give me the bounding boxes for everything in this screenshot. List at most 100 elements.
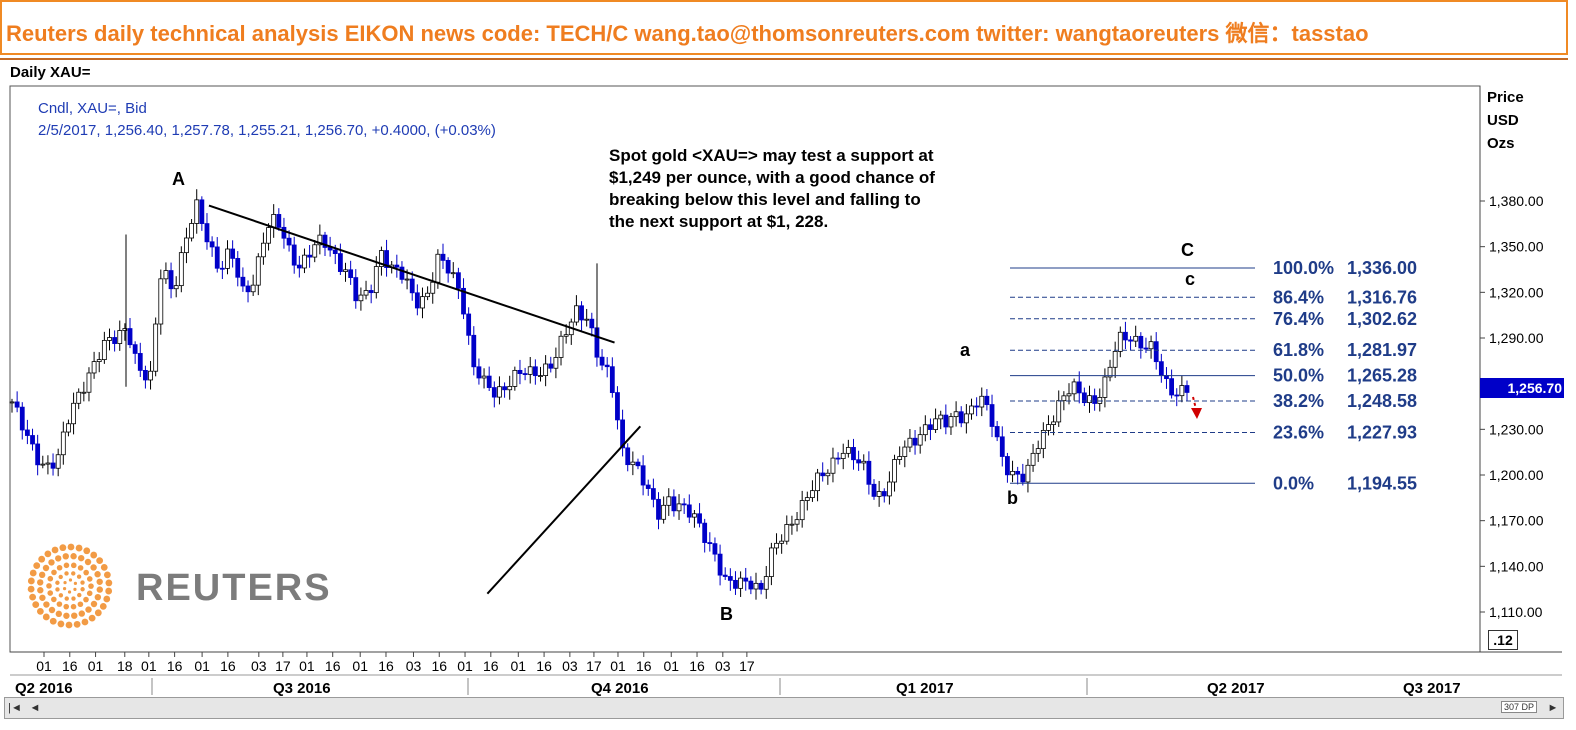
x-tick-label: 01: [511, 658, 527, 674]
scroll-right-icon[interactable]: ►: [1547, 702, 1559, 714]
candle-body: [148, 370, 153, 381]
candle-body: [399, 266, 405, 280]
quarter-label: Q4 2016: [591, 680, 649, 697]
candle-body: [420, 296, 425, 309]
candle-body: [204, 223, 210, 243]
candle-body: [969, 405, 974, 415]
candle-body: [512, 369, 518, 387]
candle-body: [999, 436, 1005, 457]
fib-level-label: 50.0%: [1273, 366, 1324, 386]
candle-body: [604, 364, 610, 368]
panel-title: Daily XAU=: [10, 64, 91, 81]
candle-body: [1087, 395, 1092, 404]
candle-body: [1112, 350, 1118, 368]
candle-body: [727, 576, 733, 581]
candle-body: [579, 305, 584, 321]
candle-body: [235, 257, 241, 278]
candle-body: [1184, 385, 1190, 393]
x-tick-label: 01: [141, 658, 157, 674]
scroll-first-button[interactable]: |◄: [8, 702, 22, 714]
x-tick-label: 01: [610, 658, 626, 674]
x-tick-label: 16: [483, 658, 499, 674]
candle-body: [907, 437, 913, 448]
candle-body: [994, 426, 1000, 438]
last-price-badge: 1,256.70: [1480, 378, 1564, 398]
candle-body: [856, 459, 862, 464]
candle-body: [461, 287, 466, 315]
x-tick-label: 17: [275, 658, 291, 674]
candle-body: [1035, 448, 1041, 454]
candle-body: [768, 547, 774, 577]
annotation-line: the next support at $1, 228.: [609, 212, 828, 231]
horizontal-scrollbar[interactable]: |◄ ◄ 307 DP ►: [4, 697, 1564, 719]
candle-body: [625, 447, 631, 466]
candle-body: [815, 472, 820, 492]
y-tick-label: 1,380.00: [1489, 193, 1544, 209]
candle-body: [66, 423, 71, 433]
candle-body: [189, 223, 194, 239]
fib-price-label: 1,336.00: [1347, 258, 1417, 278]
fib-price-label: 1,281.97: [1347, 340, 1417, 360]
candle-body: [666, 496, 672, 506]
fib-level-label: 61.8%: [1273, 340, 1324, 360]
candle-body: [712, 543, 718, 555]
candle-body: [840, 452, 846, 459]
candle-body: [194, 199, 200, 224]
candle-body: [60, 431, 66, 456]
candle-body: [671, 496, 677, 512]
axis-unit-price: Price: [1487, 89, 1524, 106]
fib-price-label: 1,265.28: [1347, 366, 1417, 386]
candle-body: [928, 424, 933, 430]
y-tick-label: 1,230.00: [1489, 421, 1544, 437]
candle-body: [409, 278, 415, 294]
candle-body: [404, 278, 410, 281]
candle-body: [717, 553, 723, 576]
candle-body: [917, 434, 923, 446]
annotation-line: Spot gold <XAU=> may test a support at: [609, 146, 934, 165]
x-tick-label: 03: [562, 658, 578, 674]
candle-body: [271, 214, 277, 228]
candle-body: [758, 582, 764, 590]
y-tick-label: 1,140.00: [1489, 558, 1544, 574]
reuters-logo-text: REUTERS: [136, 567, 332, 609]
candle-body: [91, 361, 97, 374]
candle-body: [137, 353, 143, 371]
zoom-box[interactable]: .12: [1488, 630, 1518, 650]
candle-body: [640, 465, 646, 486]
candle-body: [553, 357, 559, 369]
candle-body: [86, 372, 92, 393]
candle-body: [763, 576, 769, 590]
fib-price-label: 1,194.55: [1347, 473, 1417, 493]
candle-body: [599, 356, 605, 366]
x-tick-label: 16: [431, 658, 447, 674]
candle-body: [620, 419, 625, 449]
candle-body: [748, 580, 754, 590]
candle-body: [804, 497, 810, 501]
candle-body: [281, 226, 287, 239]
legend-line-2: 2/5/2017, 1,256.40, 1,257.78, 1,255.21, …: [38, 122, 496, 139]
candle-body: [953, 411, 959, 418]
candle-body: [810, 490, 815, 499]
candle-body: [127, 328, 133, 346]
candle-body: [317, 234, 323, 246]
candle-body: [984, 395, 990, 405]
x-tick-label: 16: [62, 658, 78, 674]
candle-body: [353, 277, 359, 302]
candle-body: [1169, 378, 1175, 396]
candle-body: [1107, 366, 1113, 378]
candle-body: [1153, 341, 1159, 363]
candle-body: [1005, 456, 1010, 476]
fib-price-label: 1,316.76: [1347, 287, 1417, 307]
scroll-left-icon[interactable]: ◄: [29, 702, 41, 714]
candle-body: [635, 461, 641, 467]
candle-body: [476, 366, 482, 379]
candle-body: [230, 248, 236, 259]
candle-body: [101, 340, 107, 361]
candle-body: [343, 269, 348, 272]
candle-body: [1030, 452, 1036, 466]
candle-body: [692, 513, 697, 518]
x-tick-label: 16: [636, 658, 652, 674]
candle-body: [430, 281, 436, 294]
fib-price-label: 1,302.62: [1347, 309, 1417, 329]
